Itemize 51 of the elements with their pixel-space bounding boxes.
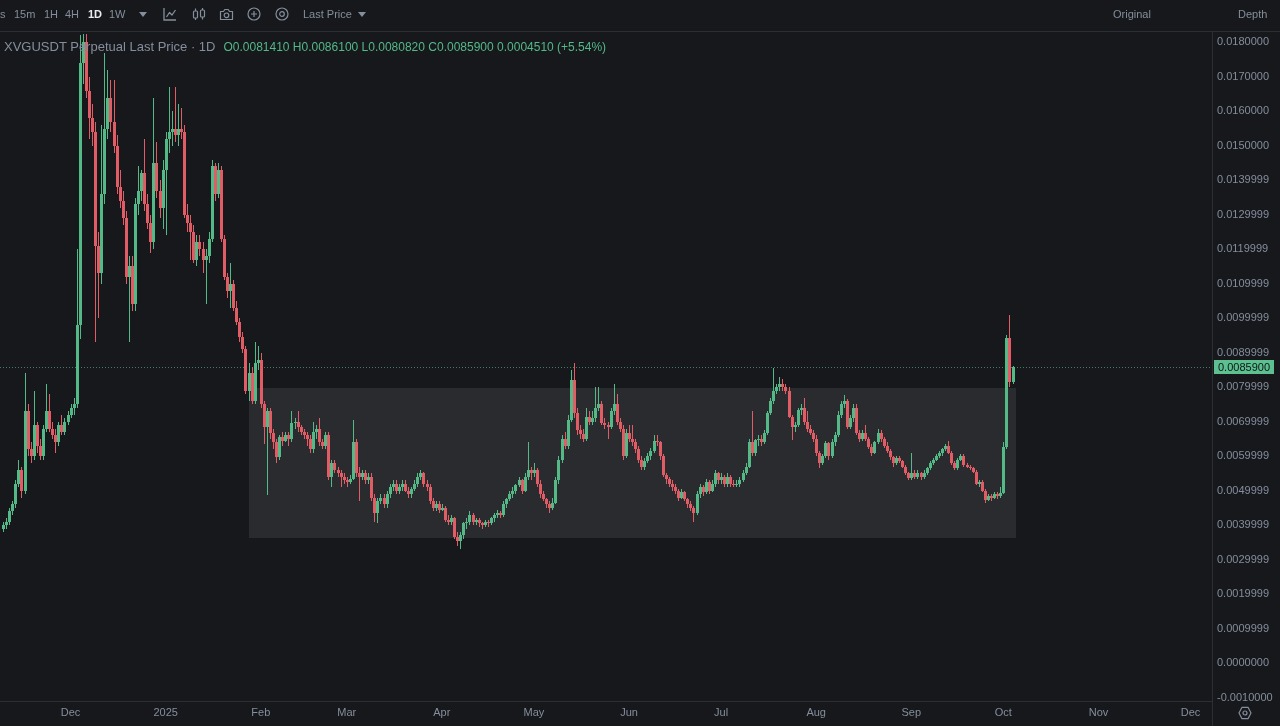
candlestick [735,480,738,487]
candlestick [607,422,610,439]
y-tick-label: 0.0009999 [1217,621,1269,634]
candlestick [487,520,490,527]
y-tick-label: 0.0150000 [1217,138,1269,151]
x-tick-label: Apr [433,705,451,718]
y-tick-label: 0.0139999 [1217,173,1269,186]
text: s [0,8,6,21]
candlestick [128,256,131,342]
text: Last Price [303,8,352,21]
x-tick-label: Mar [337,705,357,718]
y-tick-label: 0.0099999 [1217,311,1269,324]
x-tick-label: Feb [251,705,271,718]
y-tick-label: 0.0109999 [1217,276,1269,289]
y-tick-label: 0.0019999 [1217,587,1269,600]
y-tick-label: 0.0160000 [1217,104,1269,117]
y-tick-label: 0.0129999 [1217,207,1269,220]
y-tick-label: 0.0180000 [1217,35,1269,48]
text: 1H [44,8,59,21]
x-tick-label: Jun [620,705,638,718]
text: 1D [88,8,103,21]
y-tick-label: 0.0000000 [1217,656,1269,669]
candlestick [174,87,177,142]
y-tick-label: 0.0049999 [1217,483,1269,496]
x-tick-label: Oct [994,705,1012,718]
x-tick-label: Sep [901,705,922,718]
text: Depth [1238,8,1268,21]
y-tick-label: 0.0089999 [1217,345,1269,358]
y-tick-label: 0.0079999 [1217,380,1269,393]
candlestick [177,104,180,146]
annotation: O0.0081410 H0.0086100 L0.0080820 C0.0085900 0.0004510 (+5.54%) [223,40,607,54]
y-tick-label: 0.0170000 [1217,69,1269,82]
y-tick-label: 0.0069999 [1217,414,1269,427]
candlestick [294,418,297,429]
y-tick-label: 0.0039999 [1217,518,1269,531]
text: Original [1113,8,1151,21]
x-tick-label: Dec [60,705,81,718]
x-tick-label: Dec [1180,705,1201,718]
ref-line-label: 0.0085900 [1218,360,1270,373]
x-tick-label: Nov [1088,705,1109,718]
x-tick-label: Aug [806,705,826,718]
y-tick-label: -0.0010000 [1217,690,1273,703]
y-tick-label: 0.0029999 [1217,552,1269,565]
x-tick-label: 2025 [153,705,178,718]
y-tick-label: 0.0119999 [1217,242,1269,255]
x-tick-label: Jul [714,705,729,718]
x-tick-label: May [523,705,545,718]
text: 4H [65,8,80,21]
text: 1W [109,8,126,21]
text: 15m [14,8,36,21]
y-tick-label: 0.0059999 [1217,449,1269,462]
